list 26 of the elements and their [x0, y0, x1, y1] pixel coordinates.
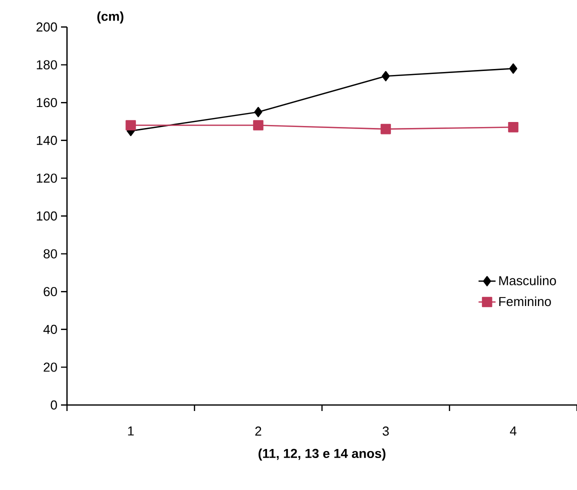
y-tick-label: 0: [50, 400, 57, 410]
point: [380, 124, 391, 134]
point: [126, 120, 136, 130]
x-axis-title: (11, 12, 13 e 14 anos): [258, 448, 386, 461]
point: [254, 106, 262, 118]
y-tick-label: 100: [36, 211, 57, 221]
legend-label: Masculino: [499, 276, 556, 286]
x-tick-label: 2: [255, 426, 262, 436]
point: [509, 63, 518, 74]
x-tick-label: 4: [510, 426, 516, 436]
y-tick-label: 120: [36, 174, 57, 183]
y-tick-label: 20: [44, 362, 57, 372]
x-tick-label: 3: [382, 426, 389, 436]
y-tick-label: 140: [36, 136, 57, 145]
legend-label: Feminino: [499, 296, 551, 306]
y-tick-label: 40: [43, 324, 57, 334]
y-tick-label: 60: [44, 287, 57, 296]
y-tick-label: 180: [36, 60, 57, 70]
y-tick-label: 160: [36, 98, 57, 108]
point: [382, 70, 390, 82]
y-axis-title: (cm): [97, 11, 124, 24]
point: [508, 122, 518, 132]
point: [253, 120, 264, 130]
x-tick-label: 1: [128, 426, 134, 436]
y-tick-label: 80: [44, 249, 57, 258]
y-tick-label: 200: [36, 22, 57, 32]
